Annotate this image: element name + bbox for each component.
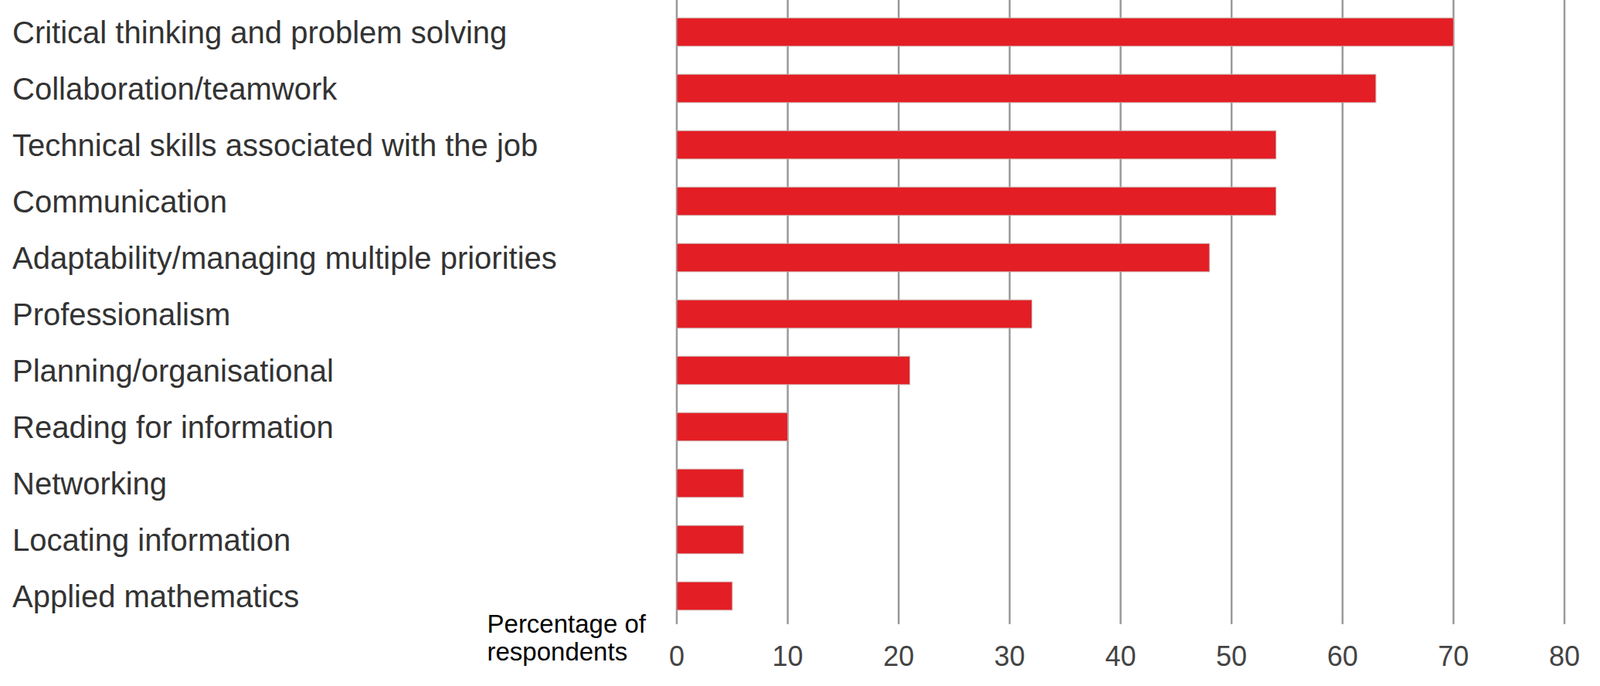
category-label: Communication [12, 184, 228, 219]
grid-line [1452, 0, 1455, 625]
x-tick-label: 70 [1437, 640, 1469, 673]
category-label: Networking [12, 466, 167, 501]
category-labels: Critical thinking and problem solving Col… [12, 15, 558, 614]
x-tick-label: 20 [883, 640, 914, 673]
x-tick-label: 80 [1549, 640, 1580, 673]
category-label: Planning/organisational [12, 353, 334, 388]
category-label: Professionalism [12, 297, 231, 332]
category-label: Critical thinking and problem solving [12, 15, 507, 50]
bar [676, 356, 911, 385]
category-label: Applied mathematics [12, 579, 299, 614]
category-label: Locating information [12, 523, 291, 558]
x-tick-label: 0 [669, 640, 685, 673]
x-axis-title: Percentage ofrespondents [487, 609, 647, 666]
grid-line [1563, 0, 1567, 625]
bar [676, 581, 733, 611]
x-tick-label: 40 [1104, 640, 1136, 673]
bar [676, 130, 1277, 160]
bar [676, 468, 744, 498]
bars [676, 17, 1454, 611]
category-label: Reading for information [12, 410, 334, 445]
category-label: Technical skills associated with the job [12, 128, 538, 163]
x-tick-label: 10 [772, 640, 804, 673]
chart: Critical thinking and problem solving Col… [0, 0, 1600, 686]
x-tick-labels: 0 10 20 30 40 50 60 70 80 [669, 640, 1580, 673]
bar [676, 525, 744, 554]
x-axis-title-line: Percentage of [487, 609, 647, 639]
x-tick-label: 30 [994, 640, 1026, 673]
x-axis-title-line: respondents [487, 637, 629, 666]
x-tick-label: 50 [1216, 640, 1247, 673]
bar [676, 243, 1210, 272]
category-label: Collaboration/teamwork [12, 71, 338, 106]
grid [676, 0, 1565, 625]
bar [676, 17, 1454, 47]
bar [676, 299, 1033, 329]
bar [676, 74, 1376, 103]
bar [676, 412, 789, 442]
bar [676, 186, 1277, 216]
category-label: Adaptability/managing multiple prioritie… [12, 241, 558, 276]
x-tick-label: 60 [1327, 640, 1359, 673]
